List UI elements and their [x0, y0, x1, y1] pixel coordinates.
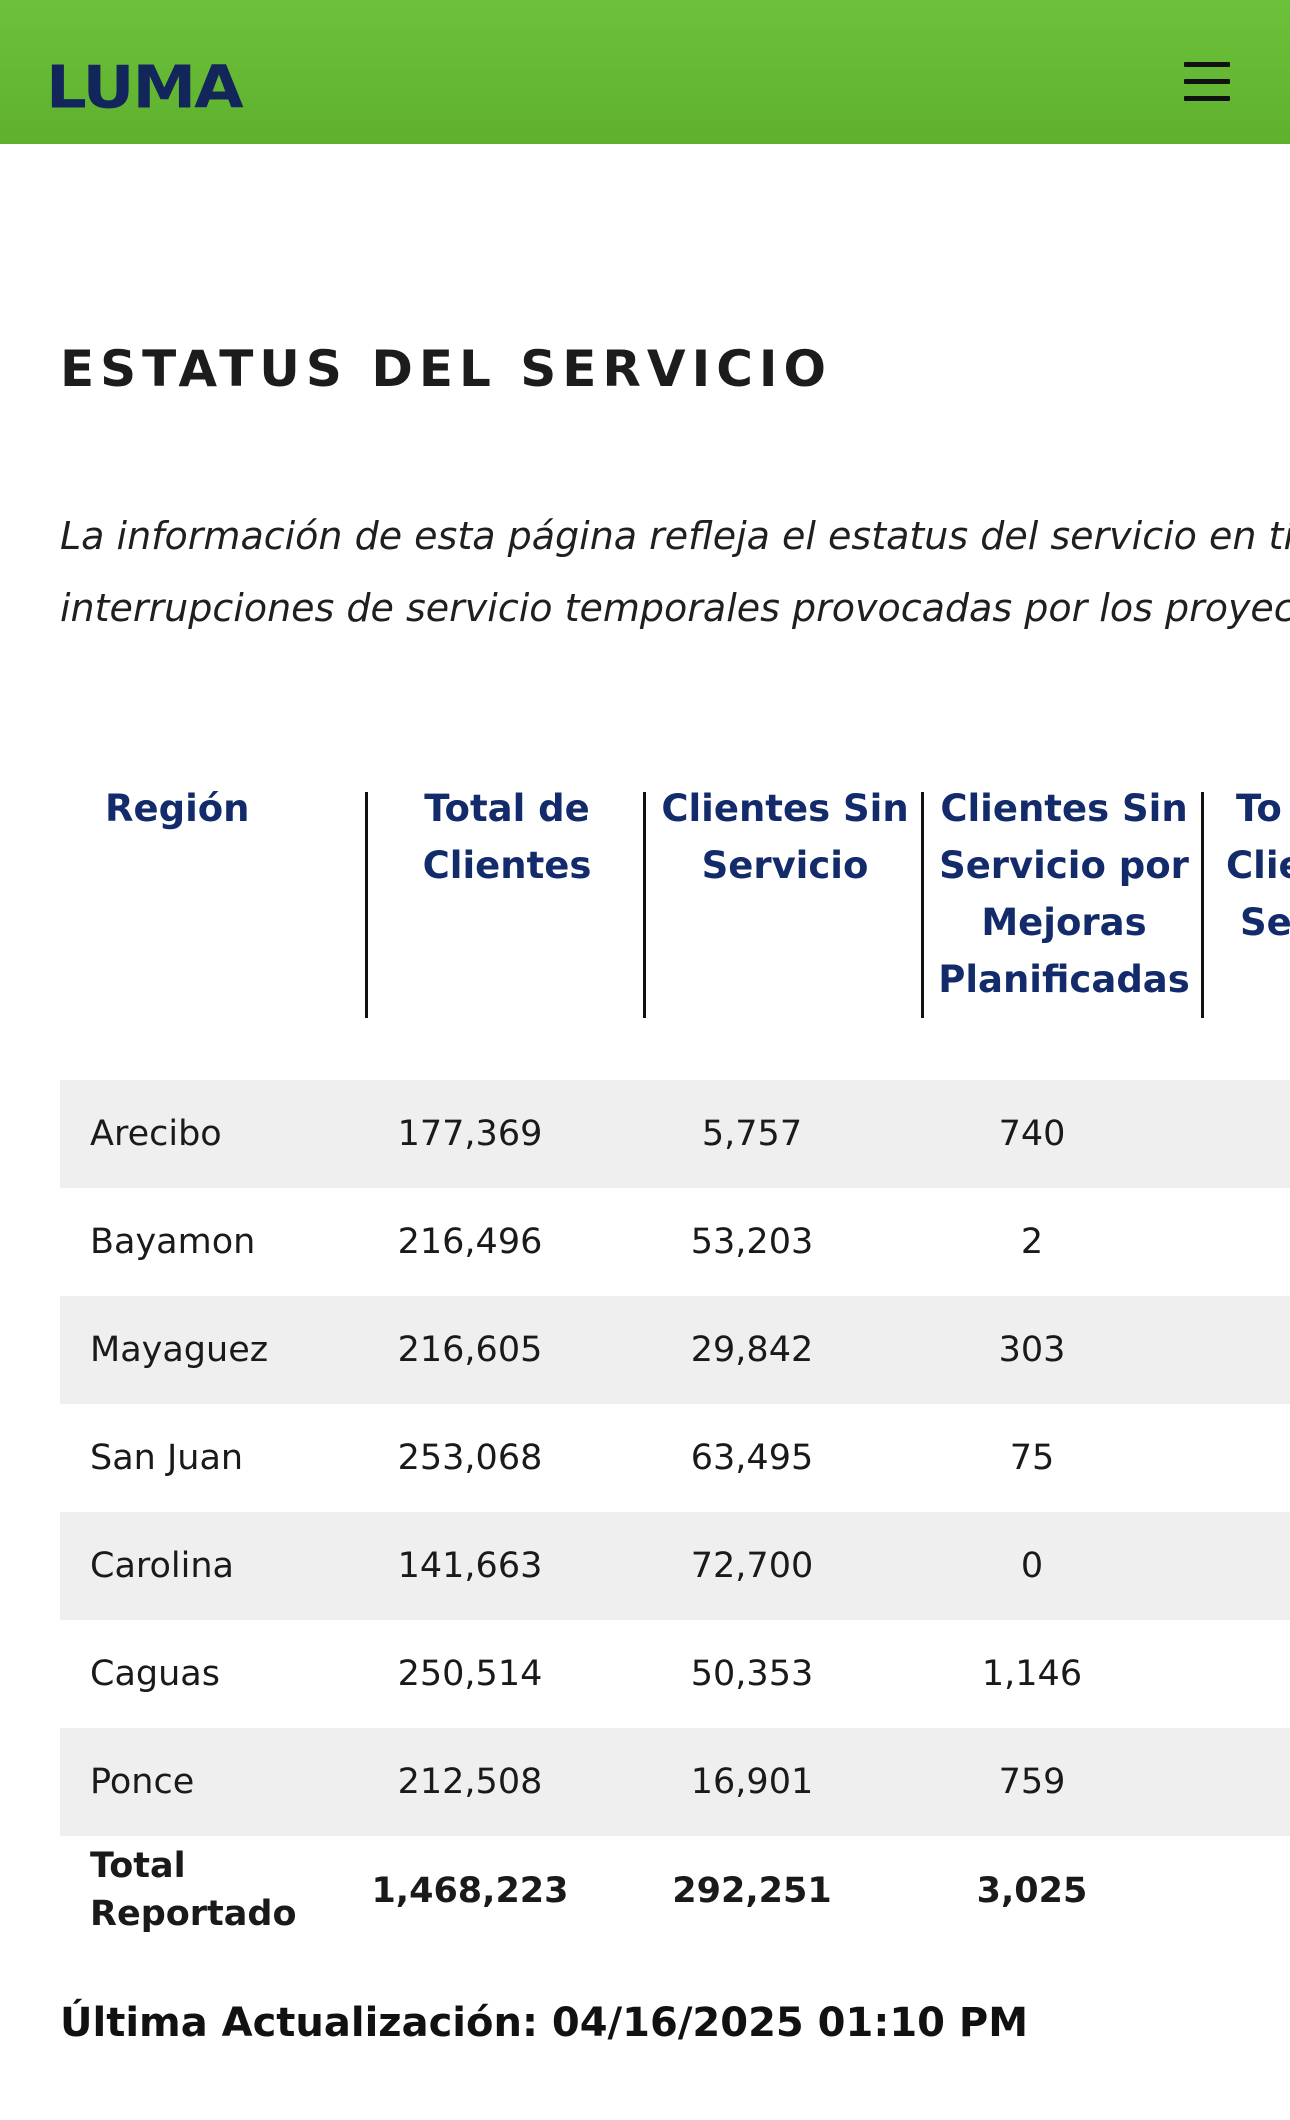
- column-header-mejoras-planificadas: Clientes Sin Servicio por Mejoras Planif…: [924, 780, 1204, 1020]
- intro-line-2: interrupciones de servicio temporales pr…: [60, 586, 1290, 630]
- table-row: San Juan 253,068 63,495 75: [60, 1404, 1290, 1512]
- planificadas-cell: 759: [998, 1762, 1066, 1802]
- sin-servicio-cell: 50,353: [690, 1654, 814, 1694]
- total-clientes-cell: 177,369: [397, 1114, 543, 1154]
- sin-servicio-sum: 292,251: [672, 1871, 832, 1911]
- total-clientes-cell: 141,663: [397, 1546, 543, 1586]
- header-line: Clie: [1226, 844, 1290, 887]
- header-line: Mejoras: [981, 901, 1147, 944]
- planificadas-cell: 1,146: [981, 1654, 1083, 1694]
- service-status-table: Región Total de Clientes Clientes Sin Se…: [0, 780, 1290, 1980]
- total-clientes-cell: 212,508: [397, 1762, 543, 1802]
- sin-servicio-cell: 53,203: [690, 1222, 814, 1262]
- table-row: Ponce 212,508 16,901 759: [60, 1728, 1290, 1836]
- header-line: Servicio: [701, 844, 869, 887]
- header-line: Clientes Sin: [661, 787, 909, 830]
- header-line: Servicio por: [939, 844, 1189, 887]
- total-label-cell: Total Reportado: [90, 1836, 350, 1952]
- luma-logo[interactable]: LUMA: [46, 54, 244, 123]
- total-label-line: Reportado: [90, 1894, 297, 1934]
- region-cell: Caguas: [90, 1654, 220, 1694]
- planificadas-cell: 740: [998, 1114, 1066, 1154]
- top-navigation-bar: LUMA: [0, 0, 1290, 144]
- intro-line-1: La información de esta página refleja el…: [60, 514, 1290, 558]
- table-row: Caguas 250,514 50,353 1,146: [60, 1620, 1290, 1728]
- region-cell: Bayamon: [90, 1222, 256, 1262]
- column-header-region: Región: [60, 780, 368, 1020]
- sin-servicio-cell: 72,700: [690, 1546, 814, 1586]
- planificadas-sum: 3,025: [976, 1871, 1088, 1911]
- region-cell: Mayaguez: [90, 1330, 269, 1370]
- header-line: Clientes: [422, 844, 592, 887]
- table-row: Carolina 141,663 72,700 0: [60, 1512, 1290, 1620]
- region-cell: Carolina: [90, 1546, 234, 1586]
- sin-servicio-cell: 5,757: [701, 1114, 803, 1154]
- column-header-total-clientes: Total de Clientes: [368, 780, 646, 1020]
- region-cell: Ponce: [90, 1762, 195, 1802]
- page-title: ESTATUS DEL SERVICIO: [60, 340, 833, 398]
- header-line: Planificadas: [938, 958, 1190, 1001]
- total-clientes-cell: 216,605: [397, 1330, 543, 1370]
- planificadas-cell: 303: [998, 1330, 1066, 1370]
- sin-servicio-cell: 29,842: [690, 1330, 814, 1370]
- header-line: Total de: [424, 787, 590, 830]
- header-line: Región: [105, 787, 250, 830]
- table-row: Mayaguez 216,605 29,842 303: [60, 1296, 1290, 1404]
- total-clientes-sum: 1,468,223: [371, 1871, 569, 1911]
- region-cell: San Juan: [90, 1438, 244, 1478]
- column-header-truncated: To Clie Se: [1204, 780, 1290, 1020]
- planificadas-cell: 0: [1020, 1546, 1044, 1586]
- last-updated-timestamp: Última Actualización: 04/16/2025 01:10 P…: [60, 2000, 1029, 2046]
- region-cell: Arecibo: [90, 1114, 222, 1154]
- hamburger-menu-icon[interactable]: [1180, 58, 1236, 106]
- sin-servicio-cell: 63,495: [690, 1438, 814, 1478]
- logo-text: LUMA: [46, 54, 244, 123]
- planificadas-cell: 2: [1020, 1222, 1044, 1262]
- total-clientes-cell: 253,068: [397, 1438, 543, 1478]
- table-row: Arecibo 177,369 5,757 740: [60, 1080, 1290, 1188]
- header-line: Se: [1240, 901, 1290, 944]
- header-line: Clientes Sin: [940, 787, 1188, 830]
- intro-paragraph: La información de esta página refleja el…: [60, 500, 1290, 644]
- header-line: To: [1236, 787, 1282, 830]
- total-row: Total Reportado 1,468,223 292,251 3,025: [60, 1836, 1290, 1946]
- total-clientes-cell: 216,496: [397, 1222, 543, 1262]
- planificadas-cell: 75: [1009, 1438, 1055, 1478]
- total-label-line: Total: [90, 1846, 186, 1886]
- sin-servicio-cell: 16,901: [690, 1762, 814, 1802]
- column-header-clientes-sin-servicio: Clientes Sin Servicio: [646, 780, 924, 1020]
- total-clientes-cell: 250,514: [397, 1654, 543, 1694]
- table-row: Bayamon 216,496 53,203 2: [60, 1188, 1290, 1296]
